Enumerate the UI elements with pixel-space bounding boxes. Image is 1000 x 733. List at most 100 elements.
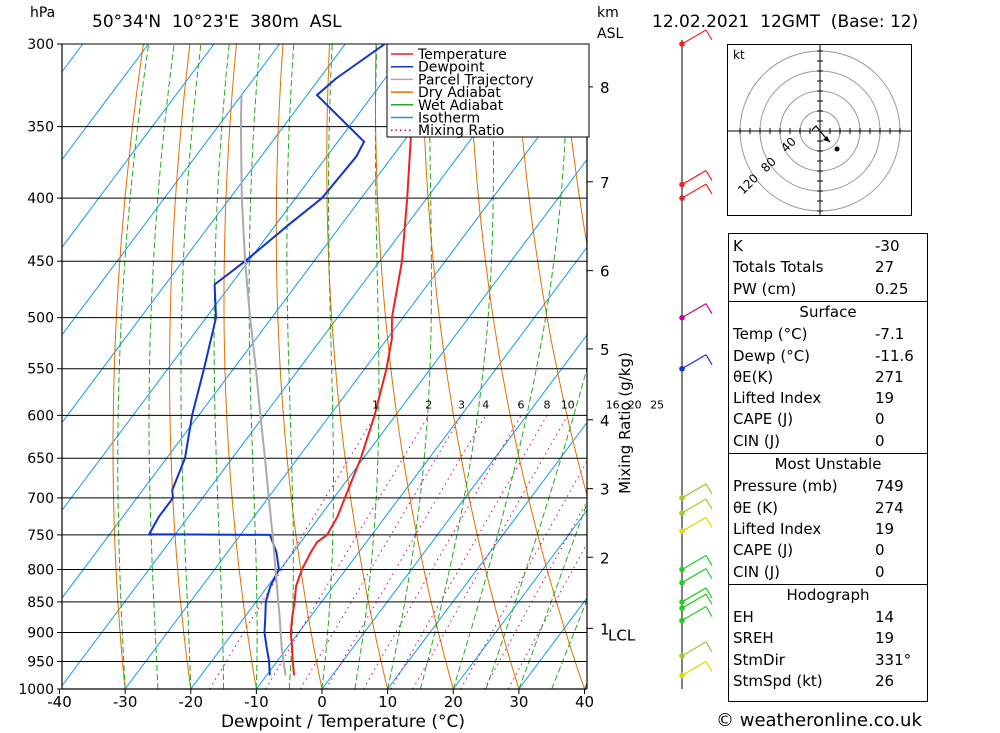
height-tick-label: 1	[600, 620, 610, 638]
pressure-tick-label: 800	[27, 562, 54, 578]
index-row: CIN (J) 0	[729, 562, 927, 583]
wind-barb	[679, 554, 713, 573]
height-tick-label: 4	[600, 412, 610, 430]
index-value: 0	[875, 410, 885, 429]
isotherm-line	[62, 44, 215, 249]
hodograph-arrow	[823, 136, 830, 142]
datetime-title: 12.02.2021 12GMT (Base: 12)	[652, 12, 919, 32]
dry-adiabat-line	[981, 44, 1000, 689]
pressure-tick-label: 550	[27, 362, 54, 378]
wind-barb-staff	[681, 641, 707, 657]
index-row: θE(K) 271	[729, 367, 927, 388]
mixing-ratio-label: 10	[561, 398, 575, 411]
height-tick-label: 2	[600, 549, 610, 567]
wind-barb-staff	[681, 587, 707, 603]
index-section-title: Most Unstable	[774, 455, 882, 473]
indices-table: K -30 Totals Totals 27 PW (cm) 0.25 Surface Tem…	[728, 233, 928, 702]
wind-barb	[679, 516, 713, 535]
mixing-ratio-line	[507, 542, 587, 689]
index-row: θE (K) 274	[729, 498, 927, 519]
dry-adiabat-line	[468, 44, 585, 689]
wind-barb-staff	[681, 554, 707, 570]
mixing-ratio-line	[265, 415, 430, 689]
wind-barb-flag	[705, 516, 713, 528]
isotherm-line	[62, 44, 346, 424]
pressure-tick-label: 850	[27, 595, 54, 611]
wind-barb-staff	[681, 354, 707, 370]
wind-barb-flag	[705, 587, 713, 599]
x-tick-label: 20	[444, 693, 463, 711]
wind-barb	[679, 593, 713, 612]
copyright-footer: © weatheronline.co.uk	[716, 710, 922, 731]
wind-barb-flag	[705, 183, 713, 195]
wind-barb-staff	[681, 170, 707, 186]
wind-barb-dot	[679, 566, 685, 573]
isotherm-line	[452, 509, 587, 689]
mixing-ratio-label: 8	[544, 398, 551, 411]
storm-motion-dot	[834, 146, 840, 152]
index-value: -30	[875, 237, 900, 255]
index-row: Dewp (°C) -11.6	[729, 346, 927, 367]
pressure-tick-label: 900	[27, 626, 54, 642]
wind-barb-flag	[705, 29, 713, 41]
wind-barb-staff	[681, 183, 707, 199]
index-value: 0	[875, 541, 885, 560]
wind-barb-flag	[705, 661, 713, 672]
index-divider	[729, 300, 927, 302]
index-key: CAPE (J)	[733, 410, 794, 429]
index-divider	[729, 453, 927, 454]
wet-adiabat-line	[286, 44, 295, 689]
x-tick-label: 30	[509, 693, 528, 711]
wind-barb-dot	[679, 617, 685, 624]
wind-barb	[679, 568, 713, 586]
x-axis-label: Dewpoint / Temperature (°C)	[221, 712, 465, 732]
km-unit-label: km	[597, 5, 619, 21]
index-row: SREH 19	[729, 628, 927, 649]
pressure-tick-label: 300	[27, 37, 54, 53]
index-value: 331°	[875, 650, 912, 669]
x-tick-label: -20	[179, 693, 204, 711]
isotherm-line	[62, 44, 281, 336]
wind-barb-staff	[681, 303, 707, 319]
wind-barb-dot	[679, 605, 685, 612]
index-row: CIN (J) 0	[729, 431, 927, 452]
temperature-line	[289, 44, 426, 676]
pressure-tick-label: 450	[27, 254, 54, 270]
index-key: θE (K)	[733, 498, 778, 517]
height-tick-label: 6	[600, 263, 610, 281]
index-value: 0	[875, 431, 885, 450]
index-key: EH	[733, 608, 754, 627]
x-tick-label: -30	[113, 693, 138, 711]
wind-barb-flag	[705, 641, 713, 653]
index-value: 271	[875, 367, 904, 386]
wind-barb	[679, 587, 713, 605]
index-value: 19	[875, 629, 895, 648]
wet-adiabat-line	[321, 44, 334, 689]
index-section-title: Surface	[799, 302, 857, 321]
wind-barb-flag	[705, 303, 713, 314]
wind-barb-staff	[681, 660, 707, 676]
wind-barb	[679, 498, 713, 516]
wind-barb-staff	[681, 29, 707, 45]
index-row: StmDir 331°	[729, 650, 927, 671]
isotherm-line	[62, 44, 149, 161]
index-section-title: Hodograph	[786, 585, 870, 604]
index-row: Lifted Index 19	[729, 519, 927, 540]
wind-barb-flag	[705, 483, 713, 495]
wet-adiabat-line	[419, 44, 494, 689]
asl-label: ASL	[597, 26, 624, 42]
isotherm-line	[124, 70, 587, 689]
mixing-ratio-label: 20	[628, 398, 642, 411]
legend-label: Mixing Ratio	[418, 123, 504, 139]
location-title: 50°34'N 10°23'E 380m ASL	[92, 12, 342, 32]
wind-barb-dot	[679, 195, 685, 201]
index-key: Lifted Index	[733, 389, 822, 408]
index-row: Temp (°C) -7.1	[729, 324, 927, 345]
index-key: CAPE (J)	[733, 541, 794, 560]
wet-adiabat-line	[117, 44, 150, 689]
isotherm-line	[387, 421, 587, 689]
pressure-tick-label: 600	[27, 408, 54, 424]
wind-barb-dot	[679, 599, 685, 605]
index-row: CAPE (J) 0	[729, 409, 927, 430]
